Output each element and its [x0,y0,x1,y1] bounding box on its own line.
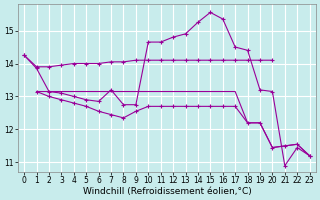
X-axis label: Windchill (Refroidissement éolien,°C): Windchill (Refroidissement éolien,°C) [83,187,251,196]
